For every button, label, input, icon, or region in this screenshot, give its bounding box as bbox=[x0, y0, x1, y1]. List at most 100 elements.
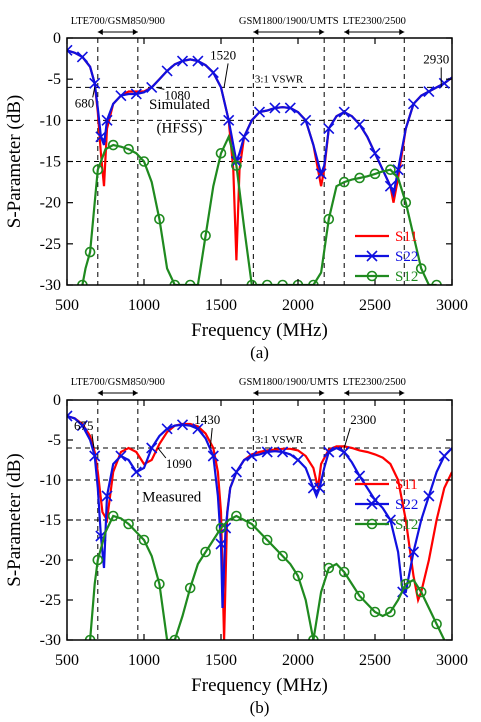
data-point-s12 bbox=[369, 606, 381, 618]
data-point-s12 bbox=[200, 546, 211, 558]
legend-marker bbox=[366, 518, 378, 530]
data-point-s12 bbox=[107, 139, 119, 151]
data-point-s22 bbox=[313, 482, 326, 494]
data-point-s12 bbox=[400, 578, 412, 590]
data-point-s12 bbox=[431, 279, 442, 285]
annotation-label: 1430 bbox=[194, 412, 220, 427]
y-tick-label: -25 bbox=[40, 236, 61, 253]
chart-panel-a: 3:1 VSWR LTE700/GSM850/900 GSM1800/1900/UM… bbox=[4, 16, 468, 362]
series-group bbox=[67, 44, 452, 285]
series-group bbox=[67, 410, 452, 640]
vswr-label: 3:1 VSWR bbox=[255, 73, 304, 85]
data-point-s12 bbox=[184, 279, 196, 285]
data-point-s22 bbox=[115, 450, 127, 462]
y-tick-label: -20 bbox=[40, 552, 61, 569]
x-tick-label: 1500 bbox=[205, 297, 237, 314]
legend-marker bbox=[366, 498, 378, 510]
vswr-label: 3:1 VSWR bbox=[255, 434, 304, 446]
band-label: GSM1800/1900/UMTS bbox=[239, 377, 339, 388]
data-point-s12 bbox=[261, 279, 273, 285]
data-point-s22 bbox=[238, 131, 250, 143]
data-point-s12 bbox=[261, 534, 273, 546]
annotation-arrow bbox=[209, 427, 213, 449]
data-point-s22 bbox=[354, 118, 366, 131]
data-point-s12 bbox=[92, 164, 104, 176]
data-point-s22 bbox=[384, 180, 396, 192]
data-point-s22 bbox=[230, 466, 242, 478]
data-point-s22 bbox=[438, 450, 450, 462]
band-label: LTE700/GSM850/900 bbox=[71, 16, 165, 27]
data-point-s22 bbox=[323, 123, 335, 135]
y-tick-label: -5 bbox=[48, 432, 61, 449]
data-point-s12 bbox=[354, 172, 365, 184]
data-point-s12 bbox=[338, 176, 350, 188]
data-point-s22 bbox=[338, 446, 350, 458]
band-arrowheads bbox=[97, 390, 138, 396]
data-point-s12 bbox=[323, 213, 335, 225]
x-tick-label: 2500 bbox=[359, 652, 391, 669]
data-point-s22 bbox=[146, 81, 158, 93]
annotation-label: 675 bbox=[74, 418, 94, 433]
panel-label: (b) bbox=[250, 698, 270, 717]
data-point-s22 bbox=[115, 90, 127, 102]
annotation-label: 1090 bbox=[166, 456, 192, 471]
x-tick-label: 1000 bbox=[128, 652, 160, 669]
data-point-s12 bbox=[308, 279, 319, 285]
data-point-s12 bbox=[338, 566, 350, 578]
y-tick-label: -5 bbox=[48, 71, 61, 88]
data-point-s22 bbox=[253, 106, 266, 118]
data-point-s12 bbox=[107, 510, 119, 522]
legend-label: S22 bbox=[395, 249, 418, 265]
legend-label: S11 bbox=[395, 229, 418, 245]
data-point-s12 bbox=[138, 156, 150, 167]
data-point-s22 bbox=[369, 147, 381, 159]
annotation-label: 680 bbox=[75, 95, 95, 110]
chart-panel-b: 3:1 VSWR LTE700/GSM850/900 GSM1800/1900/UM… bbox=[4, 377, 468, 717]
data-point-s22 bbox=[315, 168, 327, 180]
data-point-s12 bbox=[169, 634, 181, 640]
data-point-s22 bbox=[161, 65, 173, 77]
data-point-s12 bbox=[215, 147, 227, 159]
data-point-s12 bbox=[200, 230, 211, 241]
x-axis-label: Frequency (MHz) bbox=[191, 320, 328, 341]
data-point-s12 bbox=[277, 550, 288, 562]
data-point-s12 bbox=[231, 160, 242, 171]
data-point-s22 bbox=[323, 446, 335, 458]
y-tick-label: -10 bbox=[40, 472, 61, 489]
legend-marker bbox=[366, 250, 378, 262]
data-point-s22 bbox=[423, 490, 435, 502]
data-point-s12 bbox=[415, 586, 427, 598]
annotation-label: 2300 bbox=[350, 412, 376, 427]
data-point-s22 bbox=[101, 114, 113, 126]
data-point-s22 bbox=[207, 450, 219, 462]
data-point-s12 bbox=[400, 197, 412, 208]
x-axis-label: Frequency (MHz) bbox=[191, 675, 328, 696]
data-point-s22 bbox=[192, 423, 204, 435]
data-point-s12 bbox=[246, 279, 258, 285]
data-point-s22 bbox=[354, 470, 366, 482]
band-label: LTE2300/2500 bbox=[343, 377, 406, 388]
data-point-s22 bbox=[176, 55, 189, 67]
data-point-s12 bbox=[431, 618, 442, 630]
annotation-arrow bbox=[157, 447, 167, 459]
data-point-s22 bbox=[76, 51, 88, 63]
band-label: LTE2300/2500 bbox=[343, 16, 406, 27]
data-point-s22 bbox=[292, 454, 304, 466]
data-point-s22 bbox=[176, 419, 189, 431]
annotation-arrow bbox=[223, 63, 229, 88]
series-line-s12 bbox=[89, 514, 446, 640]
data-point-s22 bbox=[269, 102, 281, 114]
data-point-s12 bbox=[385, 164, 396, 176]
legend-marker bbox=[366, 270, 378, 282]
data-point-s12 bbox=[323, 562, 335, 574]
data-point-s22 bbox=[67, 410, 73, 422]
legend-label: S22 bbox=[395, 497, 418, 513]
data-point-s12 bbox=[308, 634, 319, 640]
x-tick-label: 2000 bbox=[282, 652, 314, 669]
data-point-s12 bbox=[369, 168, 381, 180]
y-axis-label: S-Parameter (dB) bbox=[4, 95, 25, 228]
band-arrowheads bbox=[97, 29, 138, 35]
data-point-s12 bbox=[385, 606, 396, 618]
annotation-arrow bbox=[156, 86, 165, 90]
